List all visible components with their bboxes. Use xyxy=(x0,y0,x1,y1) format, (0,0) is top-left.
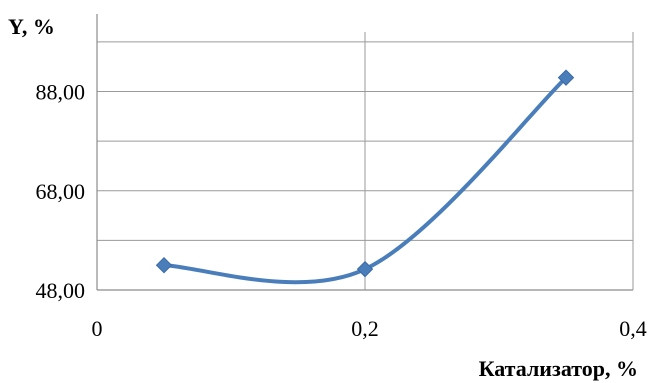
data-point-marker xyxy=(155,256,173,274)
y-axis-title: Y, % xyxy=(8,14,55,39)
x-tick-labels: 0 0,2 0,4 xyxy=(92,316,647,341)
x-tick-label: 0 xyxy=(92,316,103,341)
data-point-marker xyxy=(557,69,575,86)
y-tick-label: 68,00 xyxy=(36,179,86,204)
x-tick-label: 0,4 xyxy=(619,316,647,341)
data-point-marker xyxy=(356,260,374,278)
y-tick-label: 48,00 xyxy=(36,278,86,303)
grid xyxy=(97,32,634,290)
x-axis-title: Катализатор, % xyxy=(479,356,638,381)
y-tick-label: 88,00 xyxy=(36,80,86,105)
x-tick-label: 0,2 xyxy=(351,316,379,341)
y-tick-labels: 48,00 68,00 88,00 xyxy=(36,80,86,303)
series xyxy=(155,69,575,285)
axes xyxy=(96,14,633,291)
